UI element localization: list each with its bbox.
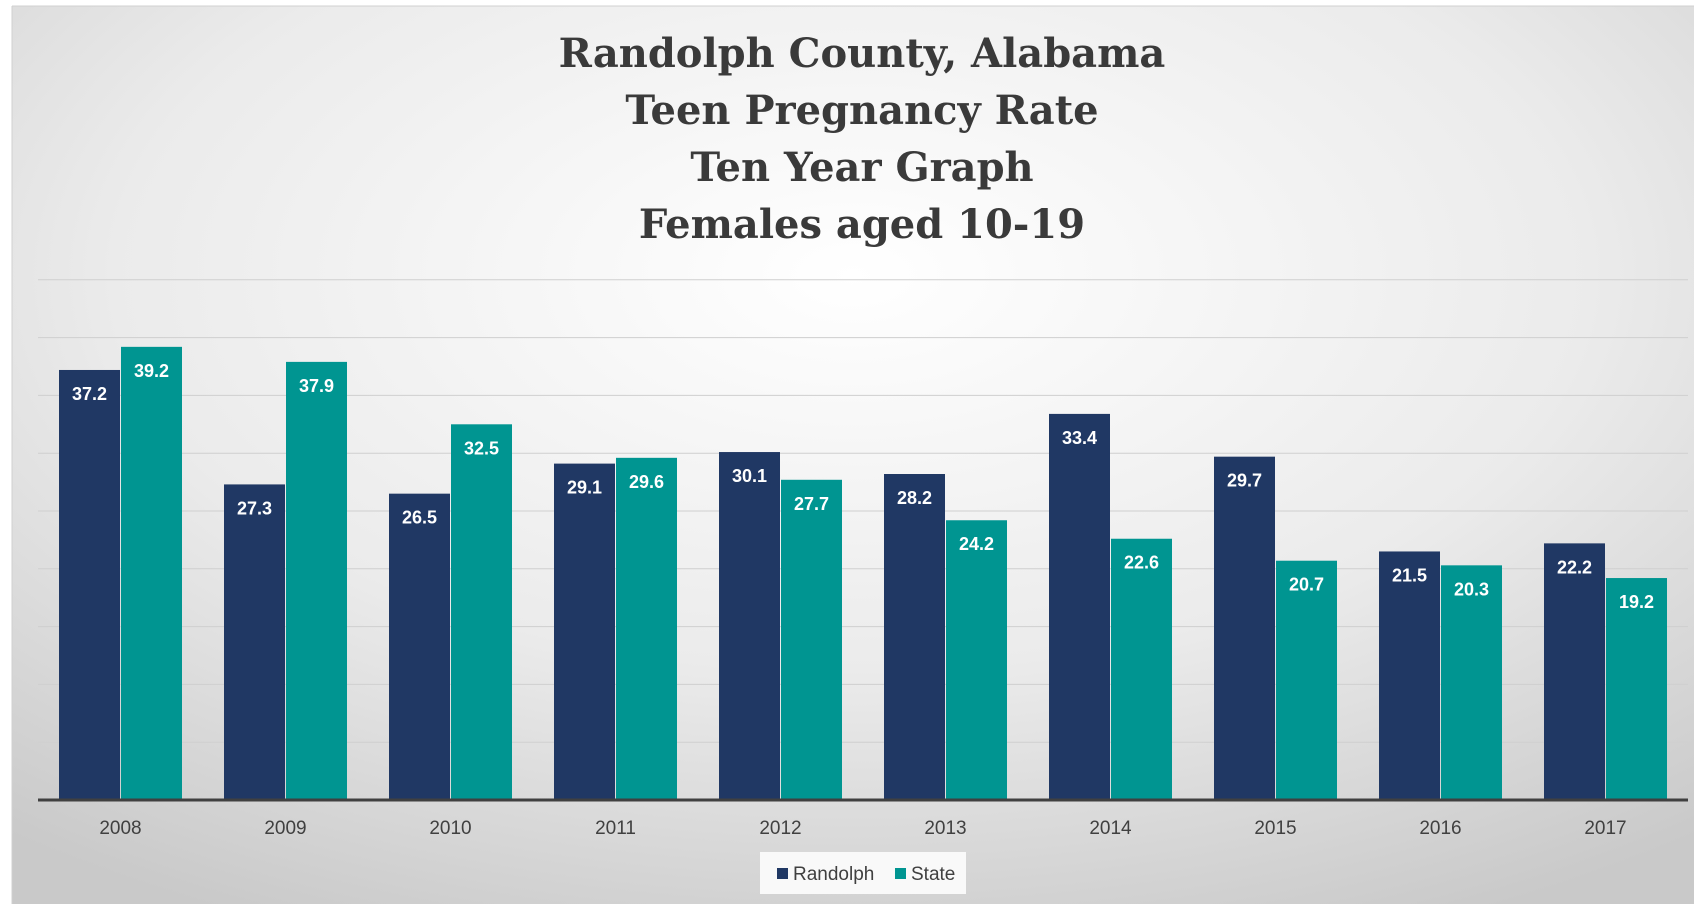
bar-randolph-2014 — [1049, 413, 1110, 800]
bars — [59, 346, 1667, 800]
data-label-randolph-2011: 29.1 — [567, 478, 602, 498]
legend-swatch-randolph — [777, 868, 788, 879]
x-tick-label-2012: 2012 — [759, 818, 801, 839]
data-label-state-2013: 24.2 — [959, 534, 994, 554]
data-label-randolph-2012: 30.1 — [732, 466, 767, 486]
bar-state-2011 — [616, 457, 677, 800]
x-tick-label-2015: 2015 — [1254, 818, 1296, 839]
data-label-state-2015: 20.7 — [1289, 575, 1324, 595]
legend-swatch-state — [895, 868, 906, 879]
x-axis-tick-labels: 2008 2009 2010 2011 2012 2013 2014 2015 2016 2017 — [99, 818, 1626, 839]
data-label-state-2012: 27.7 — [794, 494, 829, 514]
bar-state-2016 — [1441, 565, 1502, 800]
chart-title: Randolph County, Alabama Teen Pregnancy … — [559, 30, 1166, 248]
bar-randolph-2013 — [884, 474, 945, 800]
data-label-state-2010: 32.5 — [464, 438, 499, 458]
title-line-2: Teen Pregnancy Rate — [625, 87, 1098, 134]
bar-randolph-2009 — [224, 484, 285, 800]
bar-state-2009 — [286, 361, 347, 800]
data-label-randolph-2016: 21.5 — [1392, 565, 1427, 585]
bar-state-2010 — [451, 424, 512, 800]
data-label-state-2016: 20.3 — [1454, 579, 1489, 599]
legend: Randolph State — [760, 852, 966, 894]
x-tick-label-2013: 2013 — [924, 818, 966, 839]
bar-state-2017 — [1606, 578, 1667, 800]
bar-randolph-2011 — [554, 463, 615, 800]
data-label-randolph-2013: 28.2 — [897, 488, 932, 508]
x-tick-label-2011: 2011 — [595, 818, 636, 839]
x-tick-label-2014: 2014 — [1089, 818, 1132, 839]
data-labels: 37.2 39.2 27.3 37.9 26.5 32.5 29.1 29.6 30.1 27.7… — [72, 361, 1654, 612]
legend-label-randolph: Randolph — [793, 864, 874, 885]
data-label-randolph-2010: 26.5 — [402, 508, 437, 528]
data-label-randolph-2017: 22.2 — [1557, 557, 1592, 577]
data-label-state-2014: 22.6 — [1124, 553, 1159, 573]
x-tick-label-2010: 2010 — [429, 818, 471, 839]
bar-randolph-2010 — [389, 493, 450, 800]
title-line-1: Randolph County, Alabama — [559, 30, 1166, 77]
bar-state-2012 — [781, 479, 842, 800]
data-label-randolph-2009: 27.3 — [237, 498, 272, 518]
data-label-state-2008: 39.2 — [134, 361, 169, 381]
data-label-randolph-2014: 33.4 — [1062, 428, 1097, 448]
x-tick-label-2017: 2017 — [1584, 818, 1626, 839]
legend-background — [760, 852, 966, 894]
bar-state-2008 — [121, 346, 182, 800]
bar-state-2015 — [1276, 560, 1337, 800]
data-label-state-2017: 19.2 — [1619, 592, 1654, 612]
bar-randolph-2008 — [59, 369, 120, 800]
bar-randolph-2017 — [1544, 543, 1605, 800]
data-label-state-2011: 29.6 — [629, 472, 664, 492]
bar-state-2013 — [946, 520, 1007, 800]
x-tick-label-2008: 2008 — [99, 818, 141, 839]
legend-label-state: State — [911, 864, 955, 885]
title-line-4: Females aged 10-19 — [639, 201, 1085, 248]
data-label-randolph-2008: 37.2 — [72, 384, 107, 404]
title-line-3: Ten Year Graph — [690, 144, 1033, 191]
bar-randolph-2015 — [1214, 456, 1275, 800]
bar-randolph-2016 — [1379, 551, 1440, 800]
x-tick-label-2016: 2016 — [1419, 818, 1461, 839]
bar-state-2014 — [1111, 538, 1172, 800]
bar-randolph-2012 — [719, 452, 780, 800]
data-label-randolph-2015: 29.7 — [1227, 471, 1262, 491]
x-tick-label-2009: 2009 — [264, 818, 306, 839]
data-label-state-2009: 37.9 — [299, 376, 334, 396]
